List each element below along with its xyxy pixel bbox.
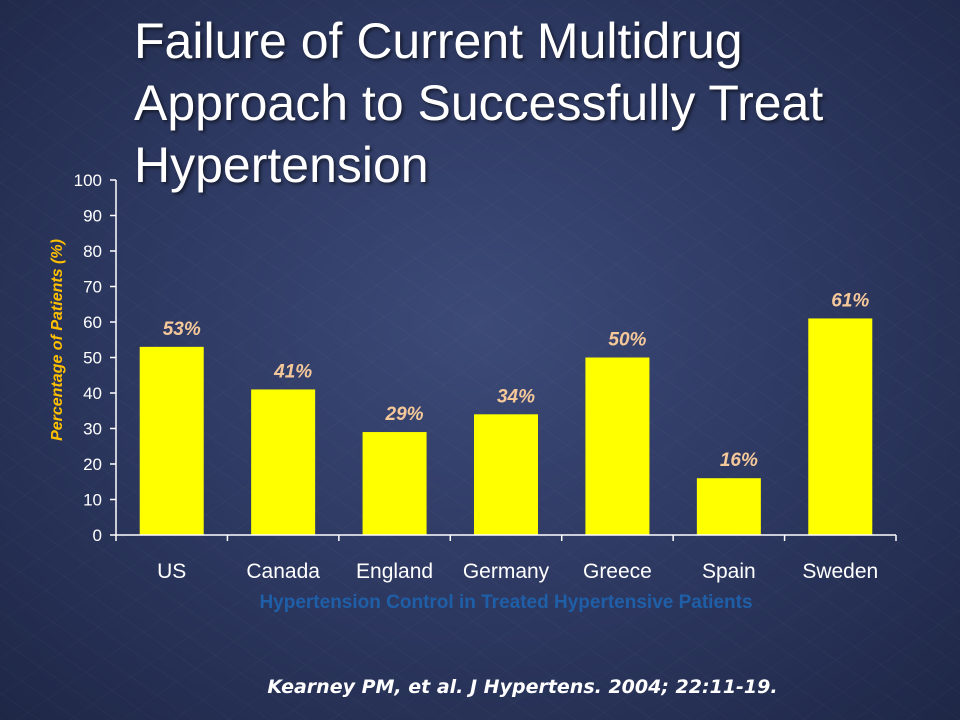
category-label-us: US [157,560,186,583]
category-label-canada: Canada [246,560,320,583]
y-tick-label: 20 [83,455,102,474]
data-label-us: 53% [163,319,201,340]
y-tick-label: 30 [83,420,102,439]
bar-england [362,432,427,535]
data-label-germany: 34% [497,386,535,407]
data-label-sweden: 61% [831,290,869,311]
y-tick-label: 50 [83,349,102,368]
category-label-england: England [356,560,433,583]
category-label-spain: Spain [702,560,756,583]
category-label-greece: Greece [583,560,652,583]
data-label-spain: 16% [720,450,758,471]
bar-spain [696,478,761,535]
data-labels: 53% 41% 29% 34% 50% 16% 61% [163,290,870,471]
slide-title: Failure of Current Multidrug Approach to… [134,13,824,193]
bar-sweden [808,318,873,535]
y-tick-label: 40 [83,384,102,403]
y-tick-label: 10 [83,491,102,510]
x-axis-ticks: US Canada England Germany Greece Spain Sweden [115,535,897,583]
y-tick-label: 60 [83,313,102,332]
category-label-sweden: Sweden [802,560,878,583]
bars [139,318,873,535]
y-axis-ticks: 0 10 20 30 40 50 60 70 80 90 100 [74,171,116,545]
data-label-england: 29% [385,404,424,425]
category-label-germany: Germany [463,560,550,583]
citation: Kearney PM, et al. J Hypertens. 2004; 22… [267,676,778,698]
bar-us [139,346,204,535]
bar-canada [251,389,316,535]
y-tick-label: 70 [83,278,102,297]
data-label-canada: 41% [273,361,312,382]
x-axis-label: Hypertension Control in Treated Hyperten… [259,592,752,613]
y-axis-label: Percentage of Patients (%) [49,239,66,441]
data-label-greece: 50% [608,330,646,351]
y-tick-label: 90 [83,207,102,226]
y-tick-label: 0 [93,526,102,545]
bar-greece [585,357,650,535]
y-tick-label: 100 [74,171,102,190]
bar-germany [474,414,538,535]
y-tick-label: 80 [83,242,102,261]
